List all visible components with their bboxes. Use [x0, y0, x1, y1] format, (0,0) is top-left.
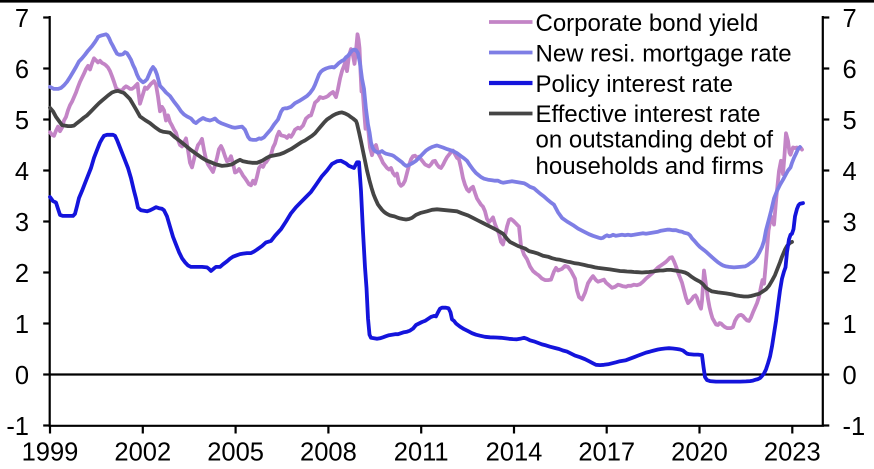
svg-text:New resi. mortgage rate: New resi. mortgage rate	[536, 41, 792, 68]
svg-text:0: 0	[15, 362, 29, 390]
svg-text:-1: -1	[6, 413, 29, 441]
svg-text:on outstanding debt of: on outstanding debt of	[536, 127, 774, 154]
svg-text:7: 7	[15, 5, 29, 33]
svg-text:1: 1	[843, 311, 857, 339]
svg-text:4: 4	[15, 158, 29, 186]
svg-text:6: 6	[15, 56, 29, 84]
svg-text:2020: 2020	[671, 438, 728, 466]
svg-text:5: 5	[15, 107, 29, 135]
svg-text:2023: 2023	[764, 438, 821, 466]
svg-text:2017: 2017	[578, 438, 635, 466]
svg-text:3: 3	[843, 209, 857, 237]
svg-text:households and firms: households and firms	[536, 153, 764, 180]
svg-text:Corporate bond yield: Corporate bond yield	[536, 10, 759, 37]
svg-text:2014: 2014	[486, 438, 543, 466]
svg-text:0: 0	[843, 362, 857, 390]
svg-text:1: 1	[15, 311, 29, 339]
svg-text:4: 4	[843, 158, 857, 186]
svg-text:Effective interest rate: Effective interest rate	[536, 101, 761, 128]
svg-text:2002: 2002	[114, 438, 171, 466]
svg-text:6: 6	[843, 56, 857, 84]
svg-text:5: 5	[843, 107, 857, 135]
svg-text:Policy interest rate: Policy interest rate	[536, 71, 733, 98]
svg-text:2: 2	[843, 260, 857, 288]
svg-text:3: 3	[15, 209, 29, 237]
svg-text:2: 2	[15, 260, 29, 288]
svg-text:-1: -1	[843, 413, 866, 441]
svg-text:2008: 2008	[300, 438, 357, 466]
svg-text:2011: 2011	[394, 438, 449, 466]
svg-text:7: 7	[843, 5, 857, 33]
svg-text:2005: 2005	[207, 438, 264, 466]
svg-text:1999: 1999	[22, 438, 79, 466]
